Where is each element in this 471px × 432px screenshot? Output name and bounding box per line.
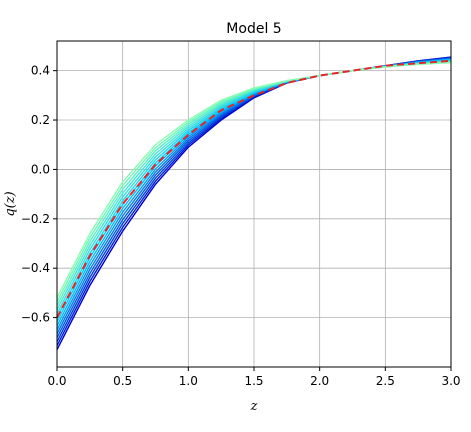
ensemble-curve [56,62,452,299]
y-tick-label: 0.4 [31,64,50,78]
y-tick-label: −0.4 [21,261,50,275]
tick-layer: 0.0 0.5 1.0 1.5 2.0 2.5 3.0 −0.6 −0.4 −0.2 0.0 0.2 0… [21,64,461,388]
x-tick-label: 1.0 [179,374,198,388]
grid-layer [56,41,452,367]
y-tick-label: −0.2 [21,212,50,226]
x-tick-label: 0.0 [47,374,66,388]
y-tick-label: −0.6 [21,311,50,325]
plot-frame [56,40,452,368]
y-tick-label: 0.0 [31,162,50,176]
x-tick-label: 1.5 [244,374,263,388]
x-tick-label: 2.5 [376,374,395,388]
x-axis-label: z [250,399,258,414]
chart-title: Model 5 [226,21,281,37]
y-tick-label: 0.2 [31,113,50,127]
x-tick-label: 0.5 [113,374,132,388]
x-tick-label: 2.0 [310,374,329,388]
curve-layer [56,56,452,351]
x-tick-label: 3.0 [441,374,460,388]
y-axis-label: q(z) [3,191,18,216]
